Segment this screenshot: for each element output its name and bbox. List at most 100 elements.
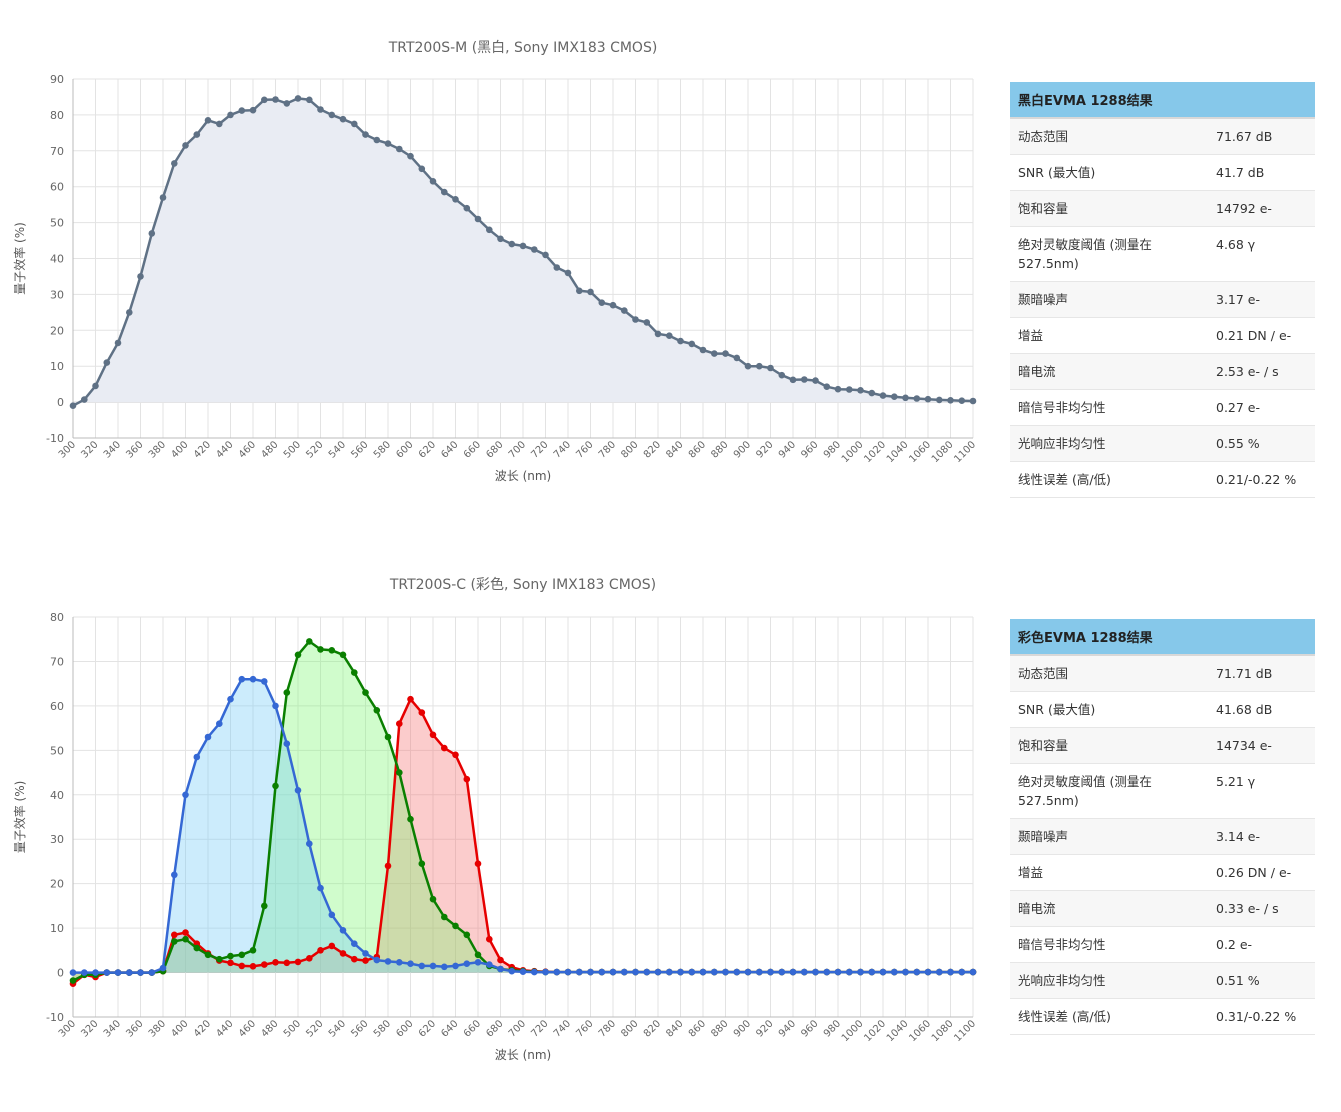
color-table-header: 彩色EVMA 1288结果	[1010, 619, 1315, 656]
x-tick-label: 1040	[885, 439, 911, 465]
mono-table-header: 黑白EVMA 1288结果	[1010, 82, 1315, 119]
data-point	[283, 689, 291, 696]
x-tick-label: 1020	[862, 1018, 888, 1044]
data-point	[69, 977, 77, 984]
data-point	[272, 959, 279, 966]
data-point	[204, 951, 212, 959]
data-point	[249, 675, 257, 683]
x-tick-label: 680	[484, 439, 505, 460]
data-point	[722, 350, 729, 357]
x-tick-label: 480	[259, 439, 280, 460]
data-point	[553, 968, 561, 976]
data-point	[643, 968, 651, 976]
data-point	[294, 787, 302, 794]
data-point	[69, 402, 77, 410]
x-tick-label: 840	[664, 1018, 685, 1039]
x-tick-label: 320	[79, 439, 100, 460]
data-point	[632, 968, 639, 976]
data-point	[339, 950, 347, 957]
x-tick-label: 880	[709, 1018, 730, 1039]
x-tick-label: 1060	[907, 439, 933, 465]
y-tick-label: 20	[50, 878, 64, 891]
x-tick-label: 820	[642, 439, 663, 460]
x-tick-label: 640	[439, 1018, 460, 1039]
data-point	[283, 740, 291, 747]
x-tick-label: 720	[529, 1018, 550, 1039]
x-tick-label: 520	[304, 439, 325, 460]
data-point	[497, 956, 504, 964]
data-point	[418, 860, 426, 867]
data-point	[913, 968, 921, 976]
data-point	[463, 960, 471, 967]
data-point	[699, 968, 707, 976]
data-point	[396, 769, 403, 776]
data-point	[666, 332, 673, 340]
x-tick-label: 1040	[885, 1018, 911, 1044]
table-row: 绝对灵敏度阈值 (测量在527.5nm) 5.21 γ	[1010, 763, 1315, 819]
data-point	[261, 902, 268, 910]
data-point	[902, 394, 909, 402]
data-point	[306, 840, 313, 847]
data-point	[249, 947, 257, 954]
data-point	[486, 935, 493, 943]
x-tick-label: 1000	[840, 439, 866, 465]
table-row: 颞暗噪声 3.14 e-	[1010, 818, 1315, 855]
row-label: 暗电流	[1010, 890, 1208, 927]
table-row: 颞暗噪声 3.17 e-	[1010, 281, 1315, 318]
data-point	[936, 396, 943, 404]
y-tick-label: 60	[50, 181, 64, 194]
data-point	[924, 395, 932, 403]
x-tick-label: 500	[282, 1018, 303, 1039]
data-point	[81, 969, 88, 976]
data-point	[126, 309, 133, 316]
x-tick-label: 1000	[840, 1018, 866, 1044]
x-tick-label: 420	[192, 1018, 213, 1039]
data-point	[519, 242, 527, 250]
data-point	[373, 136, 381, 144]
data-point	[396, 145, 403, 153]
x-tick-label: 400	[169, 439, 190, 460]
y-tick-label: 0	[57, 396, 64, 409]
data-point	[216, 120, 223, 128]
data-point	[384, 862, 392, 870]
y-tick-label: 20	[50, 324, 64, 337]
x-tick-label: 580	[372, 439, 393, 460]
data-point	[553, 264, 561, 271]
data-point	[182, 142, 189, 149]
row-label: SNR (最大值)	[1010, 154, 1208, 191]
table-row: 动态范围 71.67 dB	[1010, 118, 1315, 155]
data-point	[767, 968, 774, 976]
row-label: 线性误差 (高/低)	[1010, 461, 1208, 498]
data-point	[778, 968, 786, 976]
data-point	[654, 330, 662, 338]
y-tick-label: 50	[50, 744, 64, 757]
data-point	[126, 969, 133, 976]
data-point	[542, 968, 549, 976]
data-point	[857, 387, 864, 394]
x-tick-label: 520	[304, 1018, 325, 1039]
row-value: 71.71 dB	[1208, 655, 1315, 692]
row-value: 0.33 e- / s	[1208, 890, 1315, 927]
data-point	[182, 929, 189, 936]
mono-table-body: 动态范围 71.67 dB SNR (最大值) 41.7 dB 饱和容量 14792 e-…	[1010, 118, 1315, 498]
x-tick-label: 360	[124, 1018, 145, 1039]
data-point	[418, 962, 426, 970]
table-row: 动态范围 71.71 dB	[1010, 655, 1315, 692]
data-point	[609, 301, 617, 309]
data-point	[699, 346, 707, 354]
data-point	[452, 922, 459, 930]
x-tick-label: 440	[214, 1018, 235, 1039]
x-tick-label: 540	[327, 1018, 348, 1039]
data-point	[407, 960, 414, 967]
row-value: 0.31/-0.22 %	[1208, 998, 1315, 1035]
row-value: 5.21 γ	[1208, 763, 1315, 819]
data-point	[148, 230, 156, 237]
row-value: 14734 e-	[1208, 727, 1315, 764]
data-point	[711, 350, 718, 357]
table-row: 绝对灵敏度阈值 (测量在527.5nm) 4.68 γ	[1010, 226, 1315, 282]
x-tick-label: 900	[732, 1018, 753, 1039]
data-point	[958, 397, 966, 405]
x-tick-label: 940	[777, 439, 798, 460]
data-point	[429, 178, 437, 185]
y-tick-label: 10	[50, 360, 64, 373]
